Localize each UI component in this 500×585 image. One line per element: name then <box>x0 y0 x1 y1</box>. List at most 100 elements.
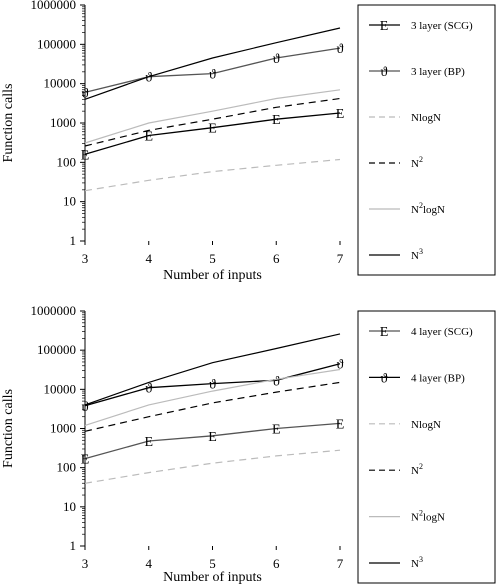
legend-label: N2logN <box>411 509 445 524</box>
series-line-n2logn <box>84 89 341 144</box>
x-tick-label: 7 <box>337 251 344 266</box>
y-tick-label: 100000 <box>37 36 76 51</box>
data-point-3-layer-scg: E <box>208 122 217 137</box>
x-tick-label: 5 <box>209 556 216 571</box>
legend-label: NlogN <box>411 112 441 124</box>
legend-label: 3 layer (BP) <box>411 66 465 78</box>
data-point-3-layer-bp: ϑ <box>337 42 344 57</box>
legend-superscript: 2 <box>419 509 423 518</box>
legend-text-part: N <box>411 558 419 570</box>
data-point-3-layer-scg: E <box>81 148 90 163</box>
series-line-nlogn <box>84 449 341 484</box>
data-point-3-layer-bp: ϑ <box>273 52 280 67</box>
legend-text-part: N <box>411 250 419 262</box>
legend-text-part: N <box>411 204 419 216</box>
legend-label: N2logN <box>411 201 445 216</box>
y-tick-label: 1000000 <box>31 0 77 12</box>
x-tick-label: 3 <box>82 251 89 266</box>
legend-text-part: N <box>411 465 419 477</box>
data-point-3-layer-scg: E <box>336 107 345 122</box>
series-line-4-layer-bp <box>84 363 341 407</box>
legend-label: NlogN <box>411 419 441 431</box>
legend-text-part: 4 layer (BP) <box>411 372 465 384</box>
legend-text-part: logN <box>423 204 445 216</box>
x-tick-label: 5 <box>209 251 216 266</box>
series-line-nlogn <box>84 158 341 192</box>
data-point-4-layer-scg: E <box>81 453 90 468</box>
legend-box <box>357 4 496 276</box>
y-tick-label: 10 <box>63 194 76 209</box>
x-tick-label: 6 <box>273 556 280 571</box>
legend-marker: ϑ <box>381 65 388 80</box>
legend-text-part: 4 layer (SCG) <box>411 326 473 338</box>
legend-label: N2 <box>411 462 423 477</box>
y-tick-label: 1000 <box>50 421 76 436</box>
x-axis-title: Number of inputs <box>163 268 262 283</box>
data-point-4-layer-bp: ϑ <box>145 382 152 397</box>
y-axis-title: Function calls <box>1 389 16 468</box>
legend-marker: E <box>380 19 389 34</box>
legend-box <box>357 310 496 584</box>
legend-text-part: 3 layer (SCG) <box>411 20 473 32</box>
x-axis-title: Number of inputs <box>163 570 262 585</box>
legend-marker: E <box>380 325 389 340</box>
data-point-4-layer-bp: ϑ <box>273 374 280 389</box>
legend-text-part: N <box>411 512 419 524</box>
legend-superscript: 2 <box>419 462 423 471</box>
y-tick-label: 1 <box>70 233 77 248</box>
data-point-3-layer-bp: ϑ <box>145 71 152 86</box>
series-line-3-layer-scg <box>84 112 341 155</box>
data-point-4-layer-scg: E <box>336 417 345 432</box>
legend-marker: ϑ <box>381 371 388 386</box>
legend-label: 4 layer (BP) <box>411 372 465 384</box>
series-line-n2 <box>84 97 341 147</box>
y-tick-label: 10000 <box>44 381 77 396</box>
data-point-3-layer-scg: E <box>272 113 281 128</box>
y-tick-label: 100 <box>57 154 77 169</box>
y-axis-title: Function calls <box>1 84 16 163</box>
y-tick-label: 1 <box>70 538 77 553</box>
data-point-4-layer-scg: E <box>272 423 281 438</box>
legend-label: N3 <box>411 555 423 570</box>
y-tick-label: 100 <box>57 460 77 475</box>
data-point-4-layer-bp: ϑ <box>82 400 89 415</box>
legend-label: N3 <box>411 247 423 262</box>
legend-label: N2 <box>411 155 423 170</box>
legend-text-part: logN <box>423 512 445 524</box>
y-tick-label: 10000 <box>44 76 77 91</box>
series-line-n3 <box>84 333 341 406</box>
data-point-3-layer-scg: E <box>144 130 153 145</box>
y-tick-label: 100000 <box>37 342 76 357</box>
series-line-n2logn <box>84 368 341 426</box>
series-line-n2 <box>84 381 341 432</box>
legend-text-part: 3 layer (BP) <box>411 66 465 78</box>
series-line-n3 <box>84 27 341 100</box>
legend-superscript: 3 <box>419 247 423 256</box>
legend-superscript: 3 <box>419 555 423 564</box>
x-tick-label: 7 <box>337 556 344 571</box>
x-tick-label: 3 <box>82 556 89 571</box>
data-point-4-layer-scg: E <box>208 430 217 445</box>
data-point-4-layer-bp: ϑ <box>209 378 216 393</box>
legend-text-part: NlogN <box>411 112 441 124</box>
x-tick-label: 4 <box>146 556 153 571</box>
data-point-4-layer-bp: ϑ <box>337 358 344 373</box>
x-tick-label: 4 <box>146 251 153 266</box>
series-line-3-layer-bp <box>84 47 341 94</box>
legend-text-part: N <box>411 158 419 170</box>
legend-label: 4 layer (SCG) <box>411 326 473 338</box>
legend-label: 3 layer (SCG) <box>411 20 473 32</box>
chart-1: 1 10 100 1000 10000 100000 1000000 3 4 5 6 7 Number … <box>1 0 496 283</box>
x-tick-label: 6 <box>273 251 280 266</box>
legend-superscript: 2 <box>419 155 423 164</box>
data-point-3-layer-bp: ϑ <box>209 68 216 83</box>
y-tick-label: 1000 <box>50 115 76 130</box>
data-point-3-layer-bp: ϑ <box>82 86 89 101</box>
y-tick-label: 1000000 <box>31 303 77 318</box>
y-tick-label: 10 <box>63 499 76 514</box>
legend-superscript: 2 <box>419 201 423 210</box>
series-line-4-layer-scg <box>84 422 341 460</box>
